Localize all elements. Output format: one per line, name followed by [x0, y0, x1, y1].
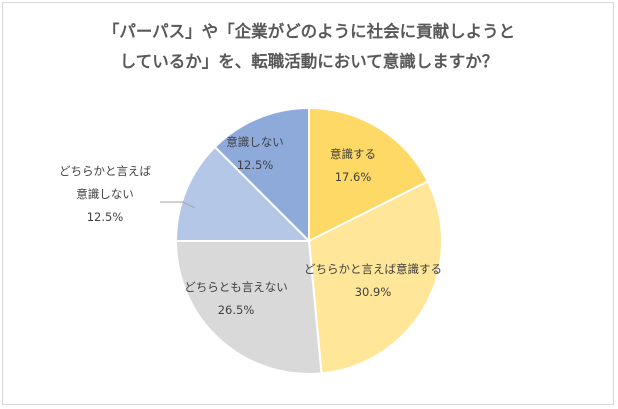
slice-category-label: どちらかと言えば [59, 164, 151, 178]
slice-value-label: 26.5% [218, 303, 255, 317]
pie-slice [307, 180, 443, 375]
slice-value-label: 12.5% [87, 210, 124, 224]
chart-title: 「パーパス」や「企業がどのように社会に貢献しようと しているか」を、転職活動にお… [3, 17, 615, 77]
slice-value-label: 12.5% [237, 158, 274, 172]
pie-slice [174, 240, 323, 375]
label-leader-line [160, 201, 196, 209]
slice-value-label: 17.6% [335, 170, 372, 184]
pie-slice [174, 145, 312, 242]
slice-category-label: どちらかと言えば意識する [304, 262, 442, 276]
slice-category-label: 意識する [330, 147, 376, 161]
slice-category-label: 意識しない [226, 135, 284, 149]
slice-value-label: 30.9% [355, 285, 392, 299]
chart-frame: 「パーパス」や「企業がどのように社会に貢献しようと しているか」を、転職活動にお… [2, 2, 614, 405]
pie-chart: 意識する 17.6% どちらかと言えば意識する 30.9% どちらとも言えない 26.5%… [59, 106, 443, 375]
pie-slice [213, 106, 310, 244]
slice-category-label: どちらとも言えない [184, 280, 288, 294]
chart-title-line-2: しているか」を、転職活動において意識しますか？ [119, 52, 499, 71]
pie-slice [308, 106, 430, 243]
chart-title-line-1: 「パーパス」や「企業がどのように社会に貢献しようと [102, 22, 516, 41]
slice-category-label: 意識しない [76, 187, 134, 201]
